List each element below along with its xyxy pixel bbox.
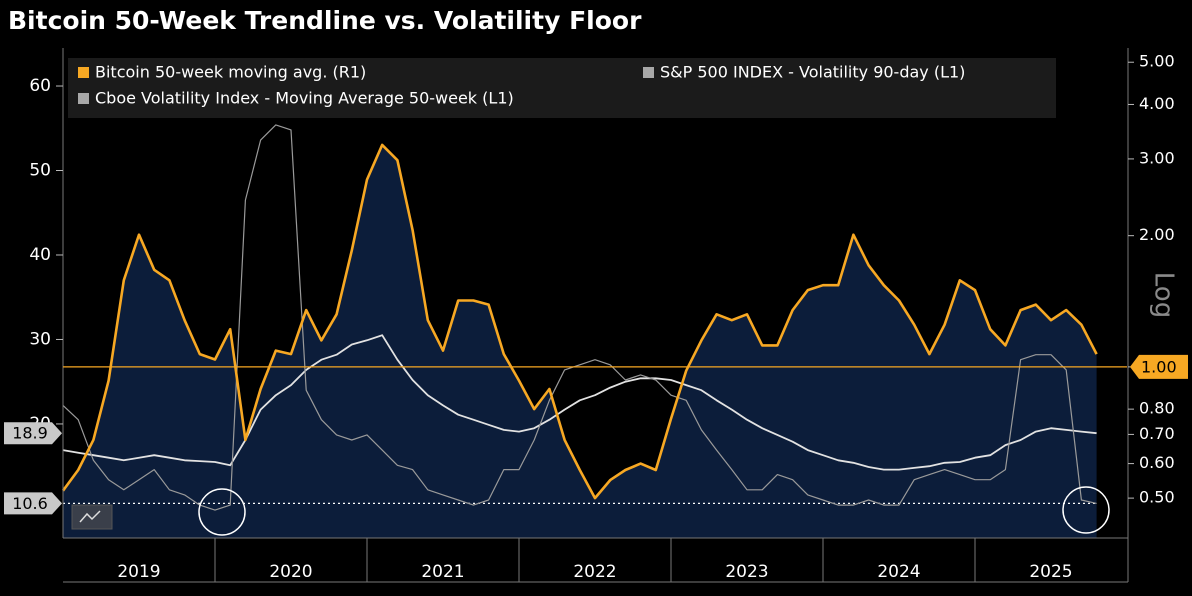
floor-tag — [4, 492, 62, 515]
last-value-label: 18.9 — [12, 424, 48, 443]
y2-tick-label: 0.70 — [1139, 424, 1175, 443]
x-period-label: 2021 — [421, 562, 464, 582]
x-period-label: 2025 — [1029, 562, 1072, 582]
y2-tick-label: 0.50 — [1139, 488, 1175, 507]
y2-axis-label: Log — [1149, 272, 1179, 318]
y2-tick-label: 3.00 — [1139, 148, 1175, 167]
highlight-circle — [1062, 486, 1110, 534]
chart-icon — [71, 504, 113, 530]
y2-tick-label: 0.80 — [1139, 399, 1175, 418]
y-tick-label: 30 — [29, 329, 51, 349]
y2-tick-label: 0.60 — [1139, 453, 1175, 472]
y-tick-label: 60 — [29, 76, 51, 96]
series-line — [62, 334, 1097, 471]
chart-icon-glyph — [79, 510, 101, 523]
legend-swatch — [78, 67, 89, 78]
y2-tick-label: 5.00 — [1139, 52, 1175, 71]
y-tick-label: 40 — [29, 245, 51, 265]
reference-tag-label: 1.00 — [1141, 357, 1177, 376]
legend-box — [68, 58, 1056, 118]
y-tick-label: 50 — [29, 161, 51, 181]
y2-tick-label: 4.00 — [1139, 94, 1175, 113]
chart-title: Bitcoin 50-Week Trendline vs. Volatility… — [8, 6, 642, 35]
legend-label: Bitcoin 50-week moving avg. (R1) — [95, 63, 366, 82]
series-line — [62, 124, 1097, 511]
legend-label: Cboe Volatility Index - Moving Average 5… — [95, 89, 514, 108]
reference-tag — [1130, 354, 1188, 379]
plot-area — [61, 124, 1098, 538]
legend-swatch — [643, 67, 654, 78]
legend-label: S&P 500 INDEX - Volatility 90-day (L1) — [660, 63, 965, 82]
legend-swatch — [78, 93, 89, 104]
series-area — [63, 144, 1097, 538]
y2-tick-label: 2.00 — [1139, 225, 1175, 244]
floor-tag-label: 10.6 — [12, 494, 48, 513]
last-value-tag — [4, 422, 62, 445]
x-period-label: 2019 — [117, 562, 160, 582]
x-period-label: 2020 — [269, 562, 312, 582]
x-period-label: 2024 — [877, 562, 920, 582]
series-line — [61, 143, 1098, 500]
highlight-circle — [198, 488, 246, 536]
x-period-label: 2023 — [725, 562, 768, 582]
x-period-label: 2022 — [573, 562, 616, 582]
